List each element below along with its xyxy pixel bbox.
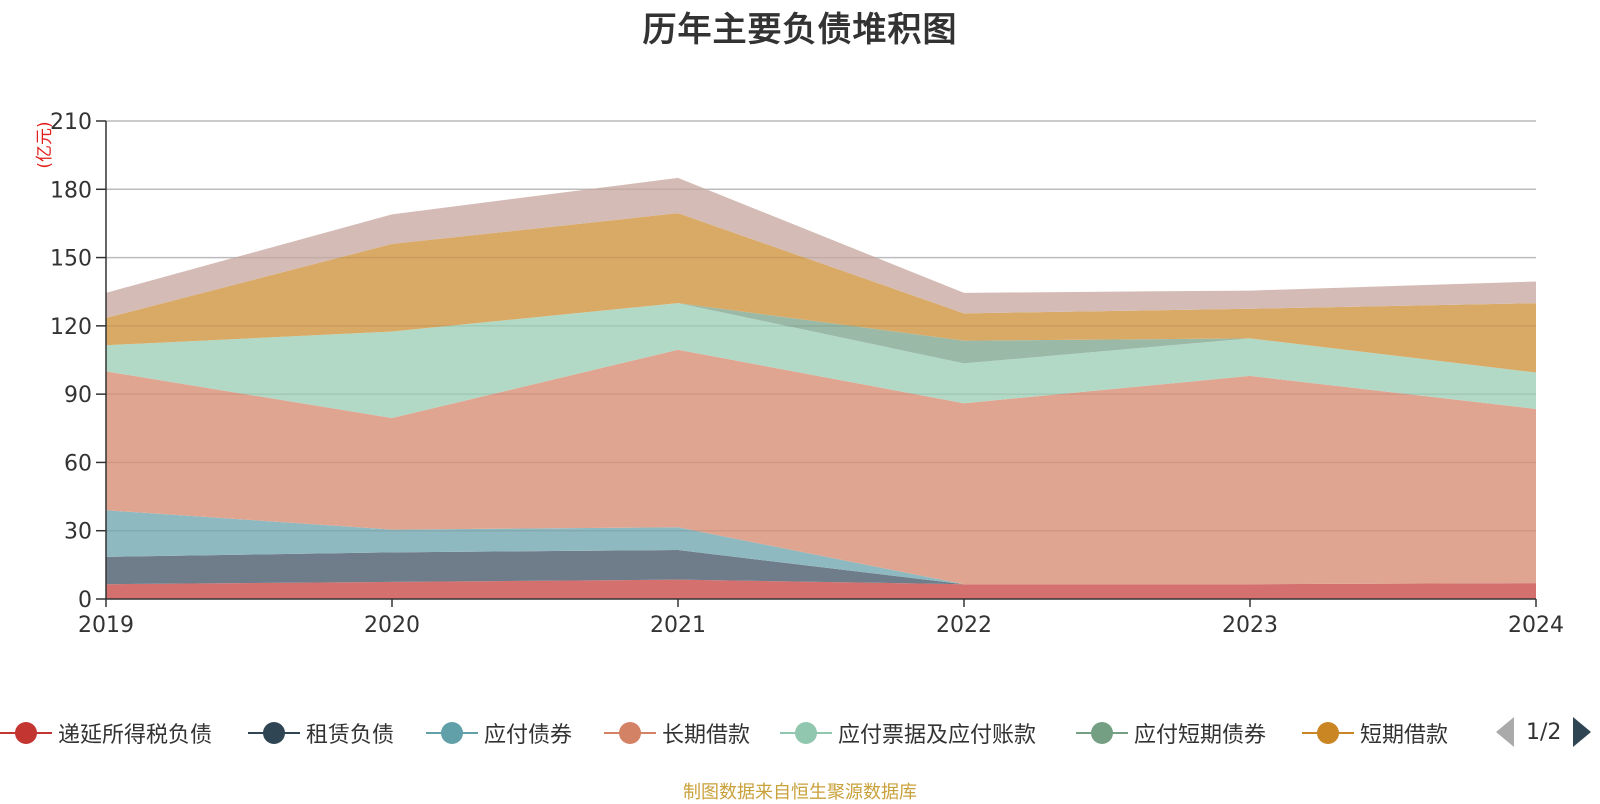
y-tick-label: 30 — [64, 520, 92, 545]
area-layer — [106, 177, 1536, 599]
legend-label: 租赁负债 — [306, 723, 395, 748]
legend-label: 应付短期债券 — [1134, 723, 1267, 748]
legend-prev-page-icon[interactable] — [1496, 717, 1514, 747]
area-series-2 — [106, 510, 1536, 585]
chart-title: 历年主要负债堆积图 — [642, 10, 958, 50]
legend-pager: 1/2 — [1496, 714, 1592, 750]
x-tick-label: 2022 — [936, 613, 992, 638]
legend-marker-icon — [426, 716, 478, 750]
legend-item[interactable]: 应付短期债券 — [1076, 716, 1266, 750]
x-tick-label: 2024 — [1508, 613, 1564, 638]
legend-marker-icon — [1076, 716, 1128, 750]
legend: 递延所得税负债 租赁负债 应付债券 长期借款 应付票据及应付账款 应付短期债券 短期借款 — [0, 716, 1600, 750]
legend-item[interactable]: 应付债券 — [426, 716, 572, 750]
y-tick-label: 210 — [50, 110, 92, 135]
legend-marker-icon — [248, 716, 300, 750]
legend-item[interactable]: 短期借款 — [1302, 716, 1448, 750]
legend-page-indicator: 1/2 — [1526, 719, 1562, 745]
legend-marker-icon — [0, 716, 52, 750]
legend-item[interactable]: 租赁负债 — [248, 716, 394, 750]
axis-layer: 0 30 60 90 120 150 180 210 2019 2020 2021 2022 2023 2… — [50, 110, 1564, 638]
area-series-1 — [106, 550, 1536, 585]
area-series-7 — [106, 177, 1536, 318]
legend-label: 递延所得税负债 — [58, 723, 213, 748]
legend-marker-icon — [780, 716, 832, 750]
x-tick-label: 2021 — [650, 613, 706, 638]
y-tick-label: 0 — [78, 588, 92, 613]
y-axis-unit-label: (亿元) — [35, 121, 55, 168]
stacked-area-chart: 0 30 60 90 120 150 180 210 2019 2020 2021 2022 2023 2… — [35, 110, 1564, 638]
area-series-6 — [106, 213, 1536, 373]
area-series-4 — [106, 303, 1536, 419]
legend-item[interactable]: 递延所得税负债 — [0, 716, 212, 750]
y-tick-label: 180 — [50, 178, 92, 203]
legend-label: 长期借款 — [662, 723, 751, 748]
legend-marker-icon — [1302, 716, 1354, 750]
x-tick-label: 2023 — [1222, 613, 1278, 638]
area-series-3 — [106, 349, 1536, 585]
source-note: 制图数据来自恒生聚源数据库 — [683, 782, 917, 803]
area-series-0 — [106, 579, 1536, 599]
legend-next-page-icon[interactable] — [1573, 717, 1592, 747]
legend-marker-icon — [604, 716, 656, 750]
legend-item[interactable]: 长期借款 — [604, 716, 750, 750]
legend-label: 短期借款 — [1360, 723, 1449, 748]
y-tick-label: 60 — [64, 451, 92, 476]
y-tick-label: 120 — [50, 315, 92, 340]
x-tick-label: 2019 — [78, 613, 134, 638]
x-tick-label: 2020 — [364, 613, 420, 638]
legend-label: 应付票据及应付账款 — [838, 723, 1037, 748]
y-tick-label: 150 — [50, 247, 92, 272]
legend-label: 应付债券 — [484, 723, 573, 748]
y-tick-label: 90 — [64, 383, 92, 408]
legend-item[interactable]: 应付票据及应付账款 — [780, 716, 1036, 750]
